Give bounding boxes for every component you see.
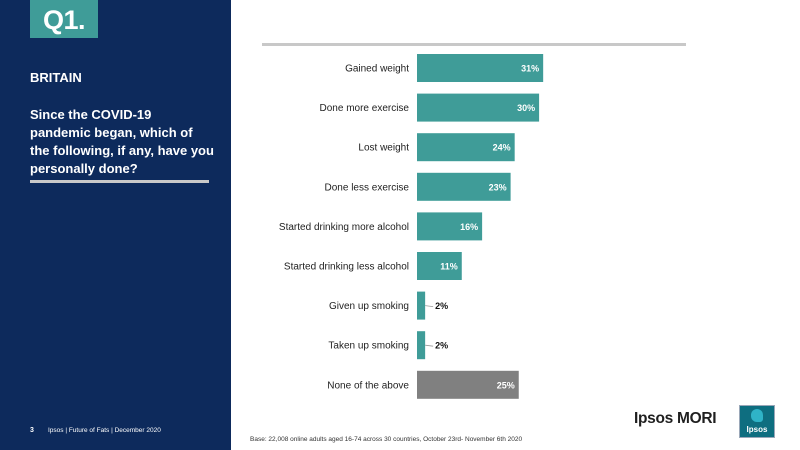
category-label: Started drinking less alcohol	[284, 262, 409, 273]
value-label: 31%	[521, 64, 539, 74]
bar	[417, 370, 519, 399]
base-note: Base: 22,008 online adults aged 16-74 ac…	[250, 436, 523, 443]
category-label: Done more exercise	[320, 103, 410, 114]
value-leader-line	[425, 305, 434, 307]
category-label: Taken up smoking	[328, 341, 409, 352]
bar	[417, 212, 483, 241]
value-label: 30%	[517, 103, 535, 113]
value-label: 2%	[435, 341, 448, 351]
value-label: 2%	[435, 301, 448, 311]
ipsos-logo: Ipsos	[739, 405, 775, 438]
value-leader-line	[425, 344, 434, 347]
value-label: 24%	[493, 143, 511, 153]
bar	[417, 172, 511, 201]
bar	[417, 133, 515, 162]
value-label: 25%	[497, 380, 515, 390]
page-number: 3	[30, 427, 34, 434]
bar	[417, 54, 544, 82]
question-divider	[30, 180, 209, 183]
category-label: None of the above	[327, 380, 409, 391]
footer-source: Ipsos | Future of Fats | December 2020	[48, 427, 161, 434]
category-label: Gained weight	[345, 64, 409, 75]
bar-chart: Gained weight 31% Done more exercise 30% Los…	[279, 54, 544, 399]
logo-mark-icon	[751, 409, 763, 422]
value-label: 23%	[489, 182, 507, 192]
category-label: Started drinking more alcohol	[279, 222, 409, 233]
value-label: 16%	[460, 222, 478, 232]
category-label: Lost weight	[358, 143, 409, 154]
bar	[417, 331, 426, 360]
logo-text: Ipsos	[746, 425, 768, 434]
category-label: Given up smoking	[329, 301, 409, 312]
category-label: Done less exercise	[325, 182, 410, 193]
bar	[417, 252, 462, 280]
chart-top-rule	[262, 43, 686, 46]
question-number-badge: Q1.	[30, 0, 98, 38]
brand-name: Ipsos MORI	[634, 410, 717, 427]
value-label: 11%	[440, 262, 458, 272]
question-text: Since the COVID-19 pandemic began, which…	[30, 107, 214, 176]
bar	[417, 291, 426, 320]
left-panel: Q1. BRITAIN Since the COVID-19 pandemic …	[0, 0, 231, 450]
bar	[417, 93, 540, 122]
region-label: BRITAIN	[30, 70, 82, 85]
